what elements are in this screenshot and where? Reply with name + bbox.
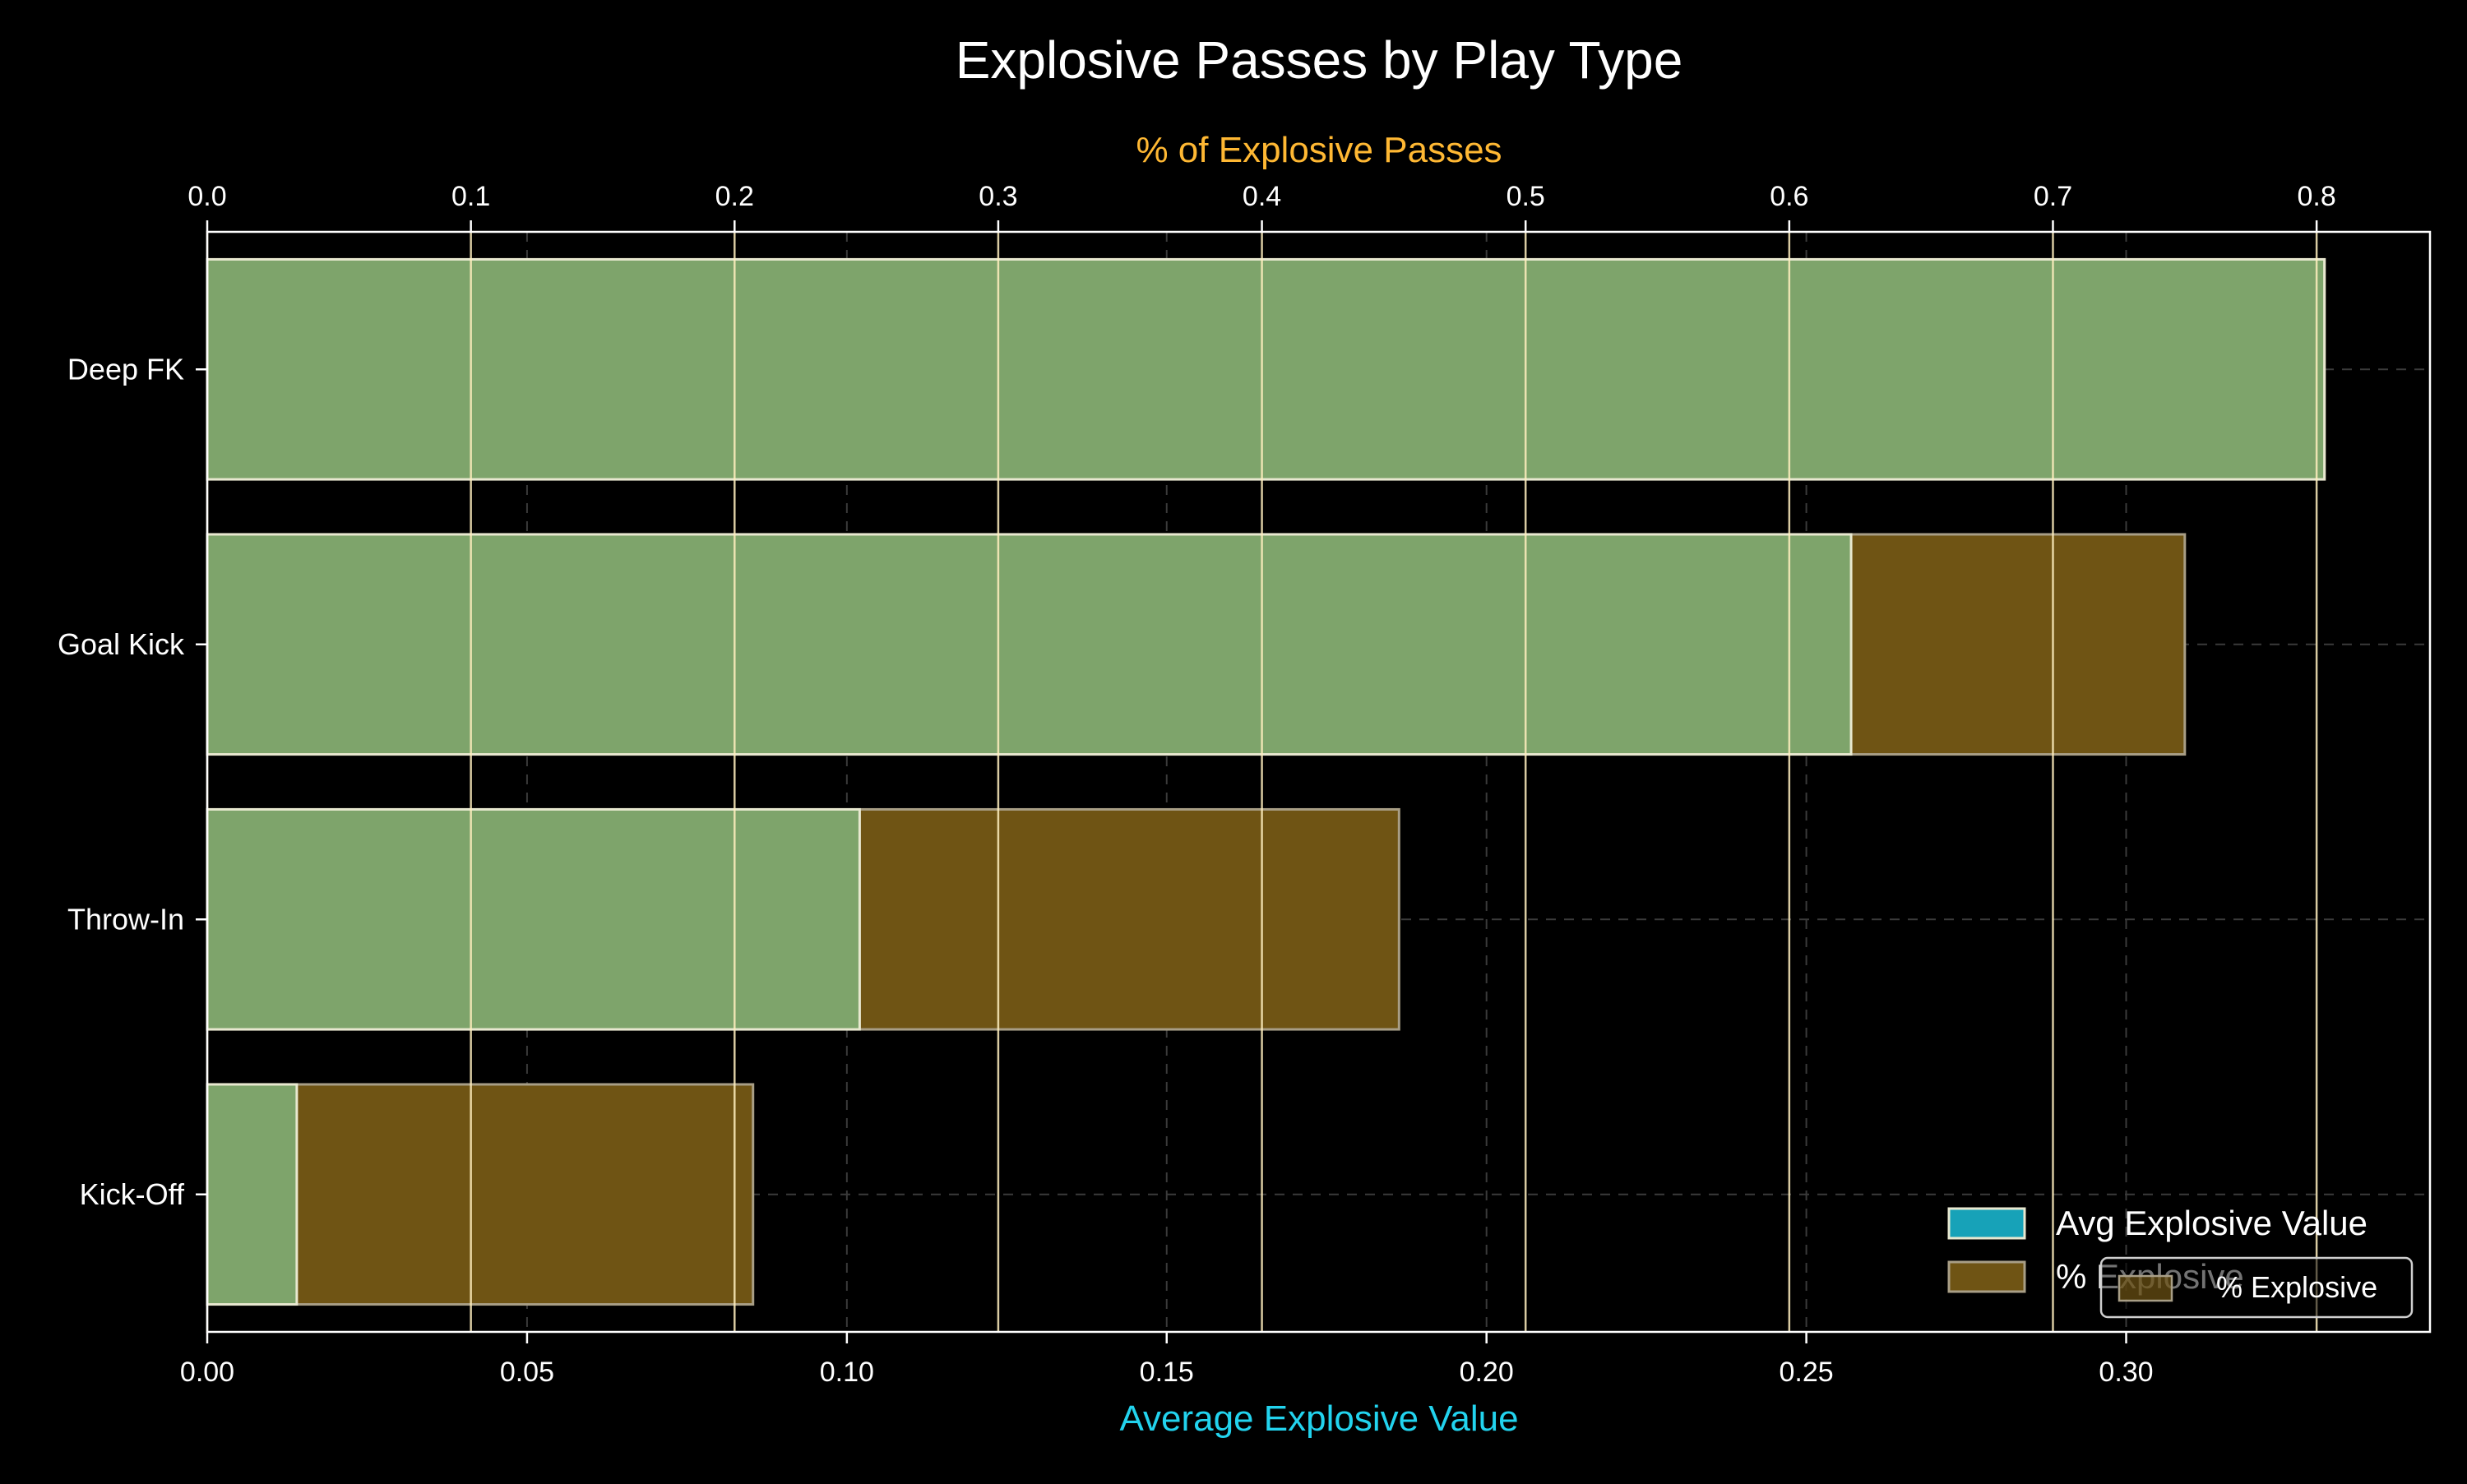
x-tick-label-top: 0.5 (1507, 181, 1545, 212)
x-tick-label-top: 0.4 (1243, 181, 1281, 212)
x-tick-label-bottom: 0.20 (1460, 1357, 1514, 1388)
bar-layer (206, 257, 2326, 1306)
y-tick-label: Throw-In (67, 902, 184, 936)
x-tick-label-top: 0.1 (451, 181, 490, 212)
x-tick-label-top: 0.6 (1770, 181, 1808, 212)
x-tick-label-top: 0.7 (2034, 181, 2072, 212)
bottom-axis-label: Average Explosive Value (1119, 1398, 1518, 1439)
legend-secondary-label: % Explosive (2216, 1270, 2377, 1304)
y-tick-label: Goal Kick (58, 627, 185, 661)
legend-label-avg: Avg Explosive Value (2056, 1204, 2367, 1242)
x-tick-label-top: 0.8 (2297, 181, 2335, 212)
axis-layer: 0.00 0.05 0.10 0.15 0.20 0.25 0.30 0.0 0.1 0.2 0.3… (58, 181, 2432, 1388)
x-tick-label-bottom: 0.25 (1780, 1357, 1834, 1388)
bar-avg-explosive (206, 1083, 299, 1306)
x-tick-label-bottom: 0.00 (180, 1357, 234, 1388)
bar-avg-explosive (206, 807, 861, 1031)
y-tick-label: Deep FK (67, 352, 184, 386)
x-tick-label-bottom: 0.30 (2099, 1357, 2153, 1388)
x-tick-label-bottom: 0.10 (820, 1357, 874, 1388)
bar-avg-explosive (206, 533, 1853, 756)
top-axis-label: % of Explosive Passes (1136, 130, 1502, 170)
chart-title: Explosive Passes by Play Type (956, 30, 1683, 90)
plot-frame (206, 230, 2432, 1334)
legend-secondary-box (2099, 1256, 2414, 1319)
legend-swatch-pct (1947, 1260, 2026, 1293)
legend-secondary-swatch (2118, 1274, 2173, 1302)
x-tick-label-top: 0.2 (715, 181, 754, 212)
x-tick-label-bottom: 0.15 (1140, 1357, 1194, 1388)
x-tick-label-top: 0.0 (187, 181, 226, 212)
legend-swatch-avg (1947, 1207, 2026, 1240)
x-tick-label-top: 0.3 (979, 181, 1017, 212)
x-tick-label-bottom: 0.05 (500, 1357, 554, 1388)
legend: Avg Explosive Value% Explosive% Explosiv… (1947, 1204, 2414, 1319)
bar-avg-explosive (206, 257, 2326, 481)
y-tick-label: Kick-Off (80, 1177, 185, 1211)
